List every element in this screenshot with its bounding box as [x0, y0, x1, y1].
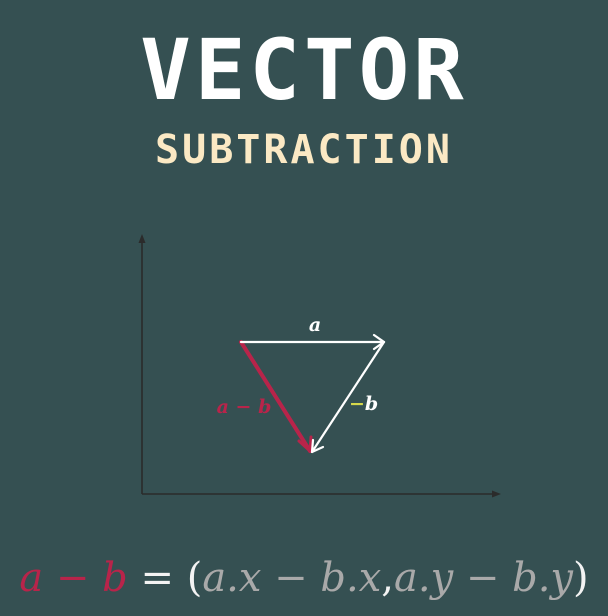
label-neg-b-letter: b — [365, 393, 378, 415]
label-a: a — [309, 314, 321, 336]
formula-close: ) — [573, 555, 589, 601]
vector-a-minus-b-arrowhead — [297, 435, 313, 453]
formula: a − b = (a.x − b.x,a.y − b.y) — [0, 548, 608, 608]
y-axis-arrowhead — [138, 234, 146, 243]
vector-a-minus-b — [239, 340, 312, 453]
vector-neg-b-arrowhead — [310, 438, 325, 454]
x-axis-arrowhead — [492, 490, 501, 498]
formula-x-component: a.x − b.x — [202, 555, 382, 601]
label-neg-b: −b — [349, 393, 378, 415]
label-neg-b-sign: − — [349, 393, 365, 415]
formula-comma: , — [381, 555, 394, 601]
formula-lhs: a − b — [19, 555, 128, 601]
vector-neg-b — [310, 340, 386, 454]
formula-equals: = ( — [127, 555, 203, 601]
label-a-minus-b: a − b — [217, 396, 272, 418]
formula-y-component: a.y − b.y — [394, 555, 574, 601]
page-subtitle: SUBTRACTION — [155, 127, 453, 173]
page-title: VECTOR — [140, 21, 468, 119]
